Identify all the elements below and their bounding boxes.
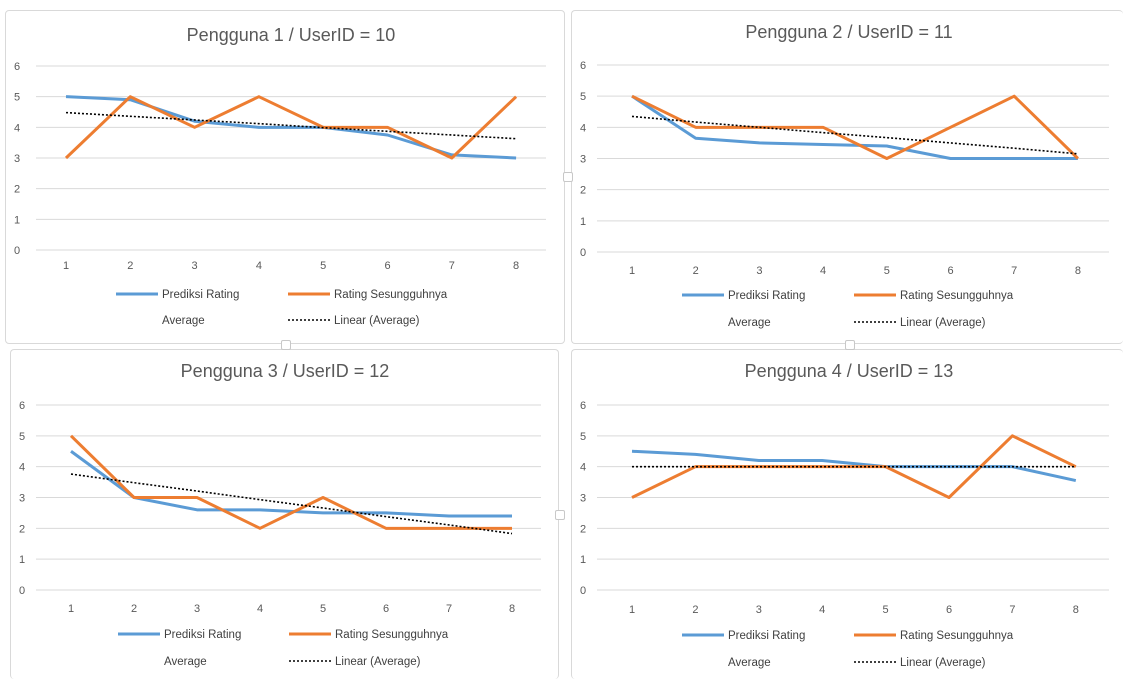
x-tick-label: 7 [1011,265,1017,277]
x-tick-label: 5 [320,260,326,272]
series-line-rating-sesungguhnya[interactable] [631,94,1079,160]
x-tick-label: 3 [756,604,762,616]
x-tick-label: 6 [947,265,953,277]
legend-rating-sesungguhnya-label: Rating Sesungguhnya [335,629,449,641]
x-tick-label: 5 [320,603,326,615]
y-tick-label: 6 [14,61,20,73]
series-line-prediksi-rating[interactable] [631,94,1078,160]
y-tick-label: 1 [19,554,25,566]
y-tick-label: 4 [580,122,586,134]
legend-linear-average-label: Linear (Average) [900,657,986,669]
series-line-linear-average[interactable] [65,111,517,140]
resize-handle[interactable] [845,340,855,350]
y-tick-label: 3 [580,154,586,166]
chart-title: Pengguna 2 / UserID = 11 [745,22,952,42]
y-tick-label: 2 [19,523,25,535]
series-line-linear-average[interactable] [631,115,1078,155]
y-tick-label: 0 [19,585,25,597]
y-tick-label: 0 [580,247,586,259]
y-tick-label: 1 [580,554,586,566]
x-tick-label: 3 [194,603,200,615]
x-tick-label: 8 [513,260,519,272]
y-tick-label: 5 [580,91,586,103]
y-tick-label: 4 [19,462,25,474]
chart-panel-user-10[interactable]: Pengguna 1 / UserID = 10 0 1 2 3 4 5 6 1 2 3 4 5 6 7 8 P… [5,10,565,344]
series-line-rating-sesungguhnya[interactable] [64,95,518,160]
legend-average-label: Average [164,656,207,668]
x-tick-label: 6 [946,604,952,616]
y-tick-label: 1 [14,214,20,226]
y-tick-label: 3 [19,493,25,505]
x-tick-label: 7 [446,603,452,615]
x-tick-label: 5 [883,604,889,616]
y-tick-label: 4 [580,462,586,474]
legend-prediksi-rating-label: Prediksi Rating [728,290,805,302]
x-tick-label: 7 [449,260,455,272]
x-tick-label: 2 [693,265,699,277]
legend-prediksi-rating-label: Prediksi Rating [164,629,241,641]
legend-linear-average-label: Linear (Average) [335,656,421,668]
chart-title: Pengguna 4 / UserID = 13 [745,361,954,381]
y-tick-label: 5 [19,431,25,443]
x-tick-label: 2 [692,604,698,616]
legend-linear-average-label: Linear (Average) [900,317,986,329]
y-tick-label: 5 [14,92,20,104]
legend-linear-average-label: Linear (Average) [334,315,420,327]
y-tick-label: 0 [14,245,20,257]
legend-rating-sesungguhnya-label: Rating Sesungguhnya [900,290,1014,302]
x-tick-label: 2 [131,603,137,615]
chart-panel-user-13[interactable]: Pengguna 4 / UserID = 13 0 1 2 3 4 5 6 1 2 3 4 5 6 7 8 P… [571,349,1123,679]
y-tick-label: 6 [580,60,586,72]
x-tick-label: 2 [127,260,133,272]
x-tick-label: 6 [383,603,389,615]
series-line-rating-sesungguhnya[interactable] [69,434,512,530]
y-tick-label: 4 [14,122,20,134]
y-tick-label: 2 [580,523,586,535]
chart-title: Pengguna 3 / UserID = 12 [181,361,390,381]
series-line-prediksi-rating[interactable] [70,450,512,518]
x-tick-label: 8 [1073,604,1079,616]
x-tick-label: 1 [629,265,635,277]
y-tick-label: 2 [580,185,586,197]
legend-average-label: Average [728,317,771,329]
x-tick-label: 7 [1009,604,1015,616]
resize-handle[interactable] [281,340,291,350]
y-tick-label: 0 [580,585,586,597]
x-tick-label: 8 [509,603,515,615]
resize-handle[interactable] [563,172,573,182]
x-tick-label: 8 [1075,265,1081,277]
legend-rating-sesungguhnya-label: Rating Sesungguhnya [334,289,448,301]
y-tick-label: 3 [580,493,586,505]
y-tick-label: 6 [19,400,25,412]
legend-prediksi-rating-label: Prediksi Rating [728,630,805,642]
chart-panel-user-11[interactable]: Pengguna 2 / UserID = 11 0 1 2 3 4 5 6 1 2 3 4 5 6 7 8 P… [571,10,1123,344]
y-tick-label: 1 [580,216,586,228]
legend-prediksi-rating-label: Prediksi Rating [162,289,239,301]
x-tick-label: 5 [884,265,890,277]
y-tick-label: 6 [580,400,586,412]
x-tick-label: 1 [68,603,74,615]
legend-rating-sesungguhnya-label: Rating Sesungguhnya [900,630,1014,642]
x-tick-label: 3 [756,265,762,277]
y-tick-label: 3 [14,153,20,165]
y-tick-label: 5 [580,431,586,443]
y-tick-label: 2 [14,184,20,196]
legend-average-label: Average [162,315,205,327]
x-tick-label: 1 [63,260,69,272]
chart-panel-user-12[interactable]: Pengguna 3 / UserID = 12 0 1 2 3 4 5 6 1 2 3 4 5 6 7 8 P… [10,349,559,679]
x-tick-label: 4 [257,603,263,615]
chart-title: Pengguna 1 / UserID = 10 [187,25,396,45]
x-tick-label: 4 [256,260,262,272]
series-line-linear-average[interactable] [70,473,513,535]
x-tick-label: 4 [819,604,825,616]
resize-handle[interactable] [555,510,565,520]
x-tick-label: 3 [192,260,198,272]
x-tick-label: 6 [384,260,390,272]
legend-average-label: Average [728,657,771,669]
x-tick-label: 1 [629,604,635,616]
x-tick-label: 4 [820,265,826,277]
